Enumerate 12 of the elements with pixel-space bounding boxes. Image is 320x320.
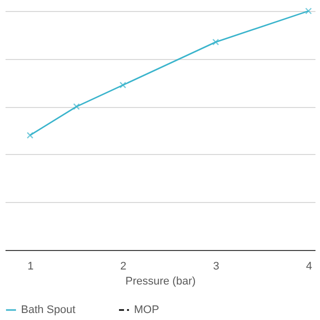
point <box>73 103 80 110</box>
point <box>120 82 126 88</box>
x-tick-label: 2 <box>120 260 126 272</box>
legend-label: MOP <box>134 304 160 316</box>
legend-label: Bath Spout <box>21 304 76 316</box>
point <box>26 132 34 139</box>
point <box>212 38 220 46</box>
x-tick-label: 1 <box>27 260 34 272</box>
point <box>305 8 312 14</box>
x-tick-label: 4 <box>306 260 312 272</box>
x-axis-title: Pressure (bar) <box>125 276 196 288</box>
x-tick-label: 3 <box>213 260 220 272</box>
